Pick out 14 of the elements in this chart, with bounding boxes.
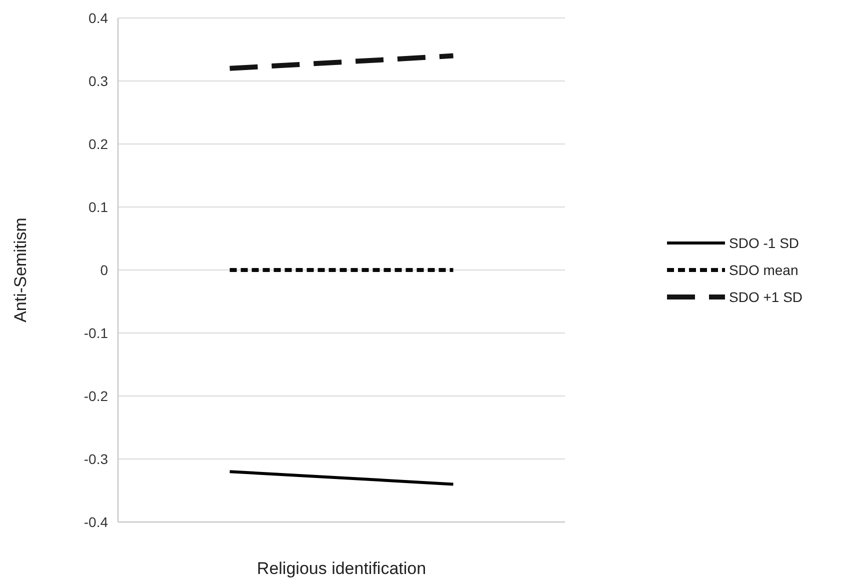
y-tick-label: 0.1 xyxy=(88,198,108,215)
y-tick-label: -0.3 xyxy=(84,450,108,467)
y-tick-label: -0.1 xyxy=(84,324,108,341)
y-tick-label: 0.2 xyxy=(88,136,108,152)
y-tick-label: -0.4 xyxy=(84,514,108,530)
legend-label: SDO -1 SD xyxy=(729,234,800,251)
y-tick-label: -0.2 xyxy=(84,388,108,404)
legend-label: SDO mean xyxy=(729,262,798,278)
y-axis-title: Anti-Semitism xyxy=(11,218,30,322)
x-axis-title: Religious identification xyxy=(256,559,426,578)
y-tick-label: 0.4 xyxy=(88,10,108,26)
y-tick-label: 0.3 xyxy=(88,72,108,89)
y-tick-label: 0 xyxy=(100,262,108,278)
legend-label: SDO +1 SD xyxy=(729,288,803,305)
